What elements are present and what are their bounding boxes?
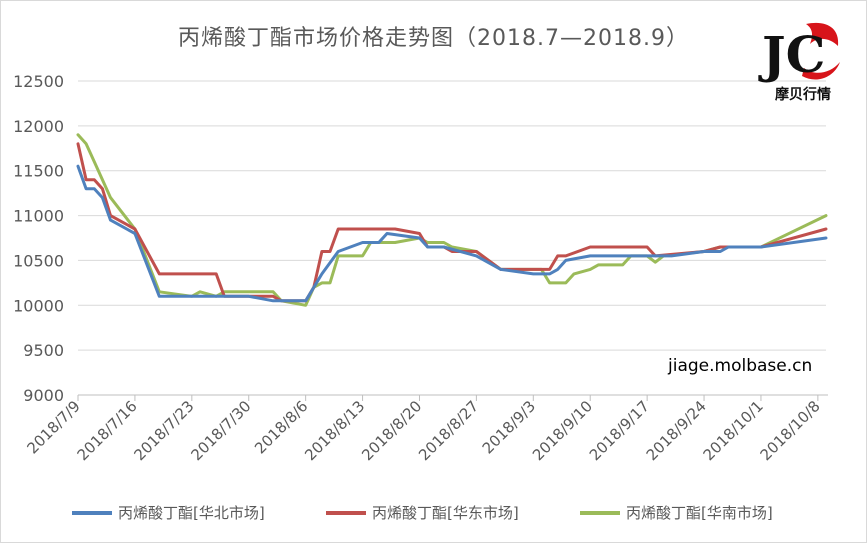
series-lines [76,133,828,307]
legend-item-huabei: 丙烯酸丁酯[华北市场] [72,502,265,523]
gridlines [78,80,826,351]
y-tick-label: 11500 [13,162,64,181]
legend-swatch-huadong [326,510,366,515]
series-line-huabei [76,164,828,303]
legend-swatch-huabei [72,510,112,515]
y-tick-label: 11000 [13,207,64,226]
x-axis: 2018/7/92018/7/162018/7/232018/7/302018/… [23,394,828,464]
y-tick-label: 12500 [13,72,64,91]
legend-item-huadong: 丙烯酸丁酯[华东市场] [326,502,519,523]
x-tick-label: 2018/10/8 [757,397,824,464]
brand-logo: JC [752,16,842,100]
x-tick-label: 2018/8/20 [358,397,425,464]
x-tick-label: 2018/9/17 [586,397,653,464]
x-tick-label: 2018/9/3 [479,397,539,457]
legend-label-huadong: 丙烯酸丁酯[华东市场] [372,504,519,522]
watermark: jiage.molbase.cn [668,356,813,376]
x-tick-label: 2018/8/13 [301,397,368,464]
series-line-huanan [76,133,828,307]
y-tick-label: 9000 [23,386,64,405]
legend-label-huanan: 丙烯酸丁酯[华南市场] [626,504,773,522]
logo-accent-tail [802,62,840,80]
legend-label-huabei: 丙烯酸丁酯[华北市场] [118,504,265,522]
x-tick-label: 2018/7/23 [131,397,198,464]
x-tick-label: 2018/7/30 [187,397,254,464]
y-axis-ticks: 9000 9500 10000 10500 11000 11500 12000 12500 [13,72,64,405]
x-tick-label: 2018/9/10 [529,397,596,464]
chart-legend: 丙烯酸丁酯[华北市场] 丙烯酸丁酯[华东市场] 丙烯酸丁酯[华南市场] [0,502,867,524]
legend-swatch-huanan [580,510,620,515]
logo-accent-swoosh [806,22,839,46]
y-tick-label: 10000 [13,296,64,315]
x-tick-label: 2018/7/9 [23,397,83,457]
x-tick-label: 2018/10/1 [700,397,767,464]
x-tick-label: 2018/8/6 [251,397,311,457]
y-tick-label: 9500 [23,341,64,360]
x-tick-label: 2018/8/27 [415,397,482,464]
x-tick-label: 2018/9/24 [643,397,710,464]
y-tick-label: 10500 [13,251,64,270]
logo-mark: JC [758,22,840,84]
logo-letters: JC [758,25,825,84]
legend-item-huanan: 丙烯酸丁酯[华南市场] [580,502,773,523]
y-tick-label: 12000 [13,117,64,136]
logo-text: 摩贝行情 [775,87,831,103]
chart-title: 丙烯酸丁酯市场价格走势图（2018.7—2018.9） [178,26,689,51]
x-tick-label: 2018/7/16 [74,397,141,464]
series-line-huadong [76,142,828,303]
